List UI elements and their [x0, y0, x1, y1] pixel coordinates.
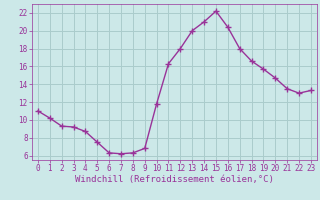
X-axis label: Windchill (Refroidissement éolien,°C): Windchill (Refroidissement éolien,°C) [75, 175, 274, 184]
